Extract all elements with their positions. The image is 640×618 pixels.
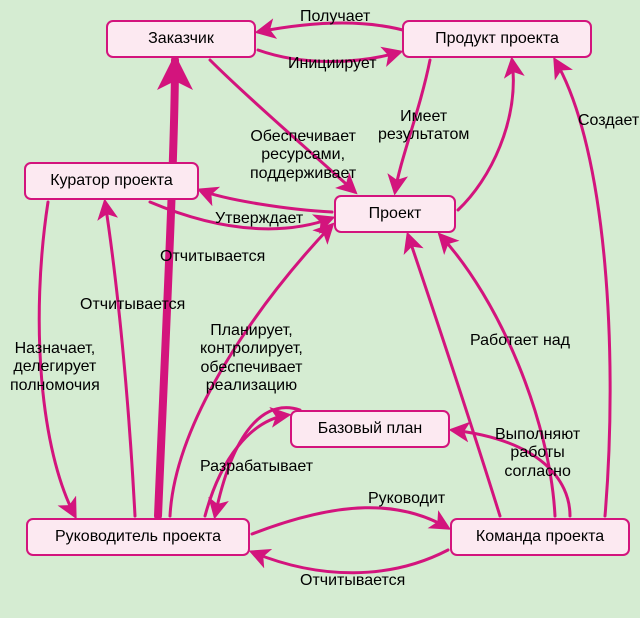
node-team: Команда проекта — [450, 518, 630, 556]
node-label: Заказчик — [148, 30, 214, 48]
edge-e-worksover — [440, 235, 555, 516]
edge-e-approves — [200, 190, 332, 212]
edge-e-pmreport1 — [105, 202, 135, 516]
edge-e-pmreport2 — [158, 60, 175, 516]
edge-e-receives — [258, 23, 410, 32]
node-label: Команда проекта — [476, 528, 604, 546]
node-product: Продукт проекта — [402, 20, 592, 58]
node-manager: Руководитель проекта — [26, 518, 250, 556]
edge-e-assign — [39, 202, 75, 516]
node-curator: Куратор проекта — [24, 162, 199, 200]
edge-e-resources — [150, 202, 332, 229]
edge-e-result — [395, 60, 430, 192]
edge-e-cust-proj — [210, 60, 355, 192]
edge-e-teamreport — [252, 550, 448, 573]
node-label: Куратор проекта — [50, 172, 173, 190]
edge-e-creates — [555, 60, 610, 516]
node-baseline: Базовый план — [290, 410, 450, 448]
edge-e-accordingto — [452, 430, 570, 516]
edge-e-proj-prod — [458, 60, 513, 210]
edge-e-initiates — [258, 50, 400, 62]
edge-e-leads — [252, 508, 448, 534]
node-label: Базовый план — [318, 420, 422, 438]
node-label: Руководитель проекта — [55, 528, 221, 546]
edge-e-plans — [170, 225, 332, 516]
node-label: Проект — [369, 205, 422, 223]
node-label: Продукт проекта — [435, 30, 559, 48]
node-customer: Заказчик — [106, 20, 256, 58]
edge-e-team-proj — [408, 235, 500, 516]
node-project: Проект — [334, 195, 456, 233]
